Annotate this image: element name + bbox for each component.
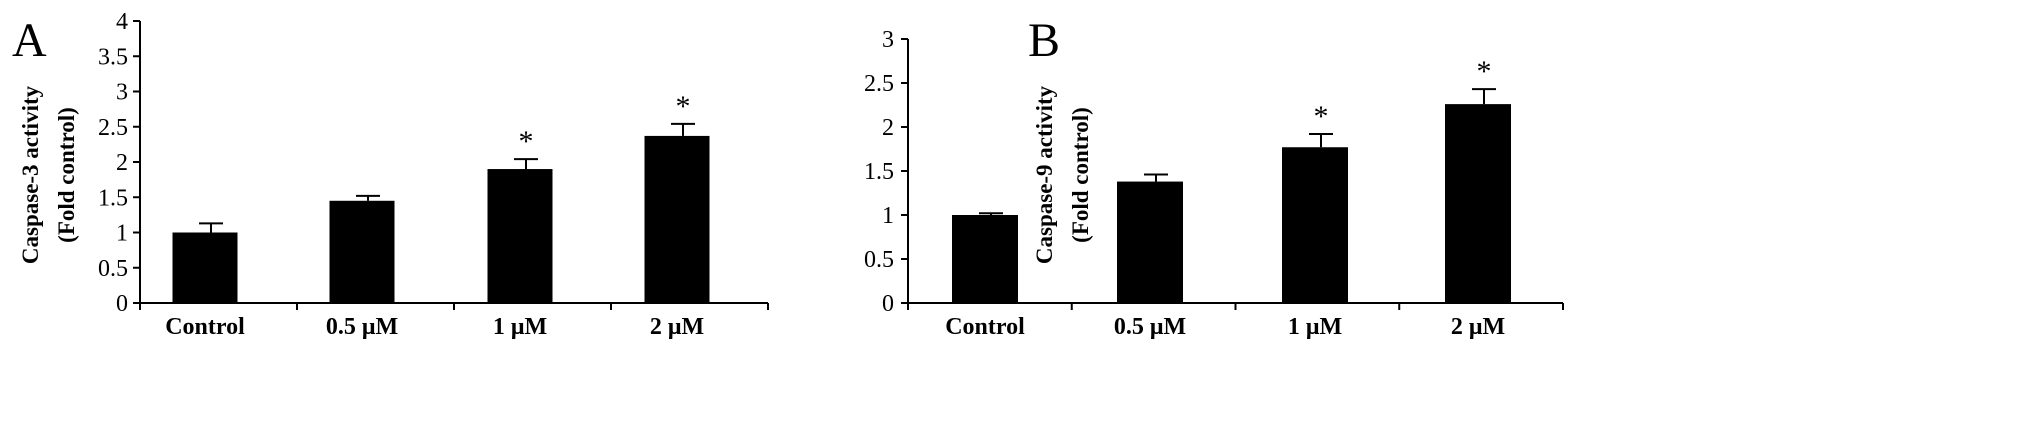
y-tick-label: 0 [882,291,894,317]
y-tick-label: 1 [116,221,128,247]
significance-marker: * [1477,55,1492,88]
panel-letter-b: B [1028,14,1060,67]
y-tick-label: 2.5 [864,71,894,97]
y-tick-label: 3 [882,27,894,53]
y-tick-label: 1.5 [98,185,128,211]
x-category-label: 1 μM [493,314,547,340]
y-tick-label: 0.5 [864,247,894,273]
y-tick-label: 0 [116,291,128,317]
x-category-label: 2 μM [1451,314,1505,340]
significance-marker: * [676,90,691,123]
y-tick-label: 2 [882,115,894,141]
bar [487,169,553,303]
bar [1445,104,1511,304]
bar [1117,181,1183,303]
y-tick-label: 3 [116,80,128,106]
bar [329,200,395,303]
y-tick-label: 1 [882,203,894,229]
panel-letter-a: A [12,14,47,67]
bar [952,215,1018,303]
y-tick-label: 0.5 [98,256,128,282]
bar [172,232,238,303]
y-tick-label: 1.5 [864,159,894,185]
y-tick-label: 2.5 [98,115,128,141]
x-category-label: 1 μM [1288,314,1342,340]
significance-marker: * [1314,100,1329,133]
x-category-label: 2 μM [650,314,704,340]
y-tick-label: 3.5 [98,44,128,70]
y-axis-label-a: Caspase-3 activity (Fold control) [18,85,79,264]
bar [1282,147,1348,303]
chart-panel-a: A Caspase-3 activity (Fold control) 0 0.5… [12,9,769,340]
y-axis-label-b: Caspase-9 activity (Fold control) [1032,85,1093,264]
y-axis-label-line2: (Fold control) [1068,107,1093,243]
x-category-label: 0.5 μM [1114,314,1186,340]
chart-panel-b: B Caspase-9 activity (Fold control) 0 0.5… [864,14,1564,340]
y-tick-label: 4 [116,9,128,35]
y-axis-label-line1: Caspase-3 activity [18,85,43,264]
x-category-label: Control [945,314,1025,340]
significance-marker: * [519,125,534,158]
x-category-label: Control [165,314,245,340]
y-tick-label: 2 [116,150,128,176]
x-category-label: 0.5 μM [326,314,398,340]
y-axis-label-line2: (Fold control) [54,107,79,243]
y-axis-label-line1: Caspase-9 activity [1032,85,1057,264]
bar [644,135,710,303]
